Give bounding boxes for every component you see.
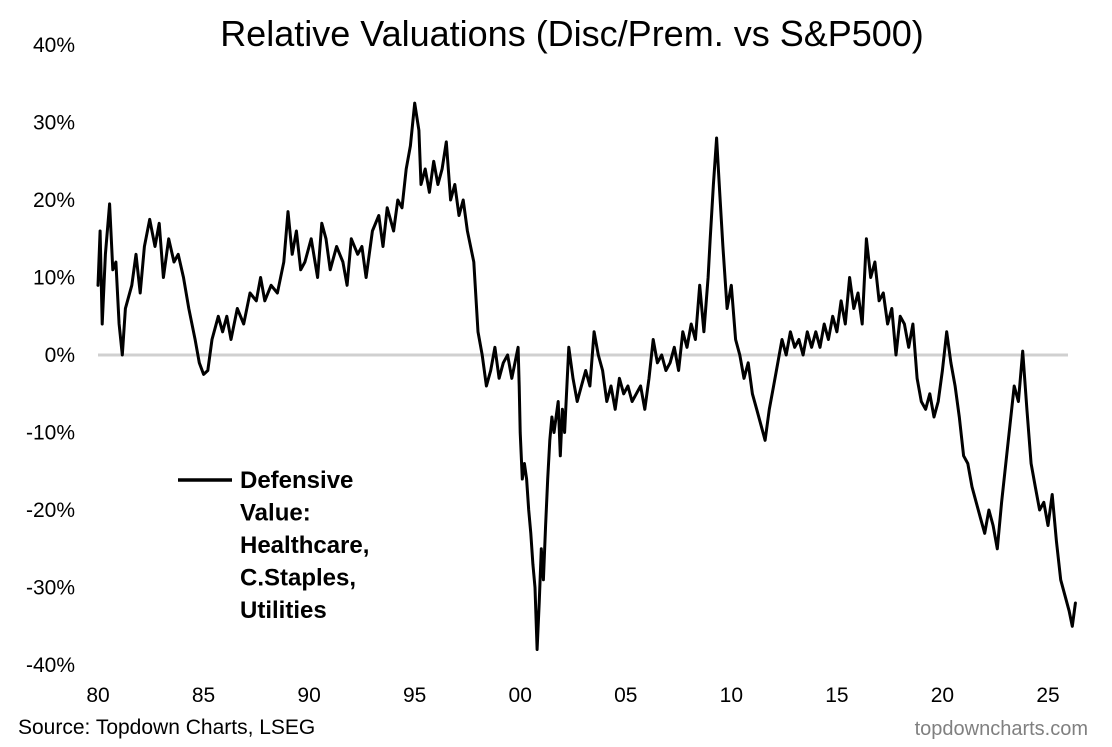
legend-label-line: C.Staples, <box>240 565 356 592</box>
legend-label: Defensive Value: Healthcare, C.Staples, Util… <box>240 467 369 624</box>
x-tick-label: 95 <box>403 684 426 707</box>
x-tick-label: 05 <box>614 684 637 707</box>
y-tick-label: 20% <box>33 189 75 212</box>
x-tick-label: 90 <box>297 684 320 707</box>
y-tick-label: 30% <box>33 112 75 135</box>
legend-label-line: Healthcare, <box>240 532 369 559</box>
x-axis-ticks: 80 85 90 95 00 05 10 15 20 25 <box>86 684 1059 707</box>
y-tick-label: 40% <box>33 34 75 57</box>
y-tick-label: 0% <box>45 344 75 367</box>
y-tick-label: -20% <box>26 499 75 522</box>
y-tick-label: -40% <box>26 654 75 677</box>
legend-label-line: Utilities <box>240 597 327 624</box>
x-tick-label: 15 <box>825 684 848 707</box>
source-note: Source: Topdown Charts, LSEG <box>18 716 316 739</box>
x-tick-label: 25 <box>1036 684 1059 707</box>
y-tick-label: 10% <box>33 267 75 290</box>
brand-watermark: topdowncharts.com <box>914 718 1088 740</box>
x-tick-label: 80 <box>86 684 109 707</box>
legend-label-line: Defensive <box>240 467 353 494</box>
x-tick-label: 85 <box>192 684 215 707</box>
series-group <box>96 101 1077 651</box>
x-tick-label: 00 <box>509 684 532 707</box>
x-tick-label: 10 <box>720 684 743 707</box>
series-line-defensive-value <box>96 101 1077 651</box>
x-tick-label: 20 <box>931 684 954 707</box>
y-tick-label: -30% <box>26 577 75 600</box>
chart-title: Relative Valuations (Disc/Prem. vs S&P50… <box>220 13 924 54</box>
legend-label-line: Value: <box>240 500 311 527</box>
legend: Defensive Value: Healthcare, C.Staples, Util… <box>178 467 369 624</box>
y-tick-label: -10% <box>26 422 75 445</box>
y-axis-ticks: 40% 30% 20% 10% 0% -10% -20% -30% -40% <box>26 34 75 677</box>
